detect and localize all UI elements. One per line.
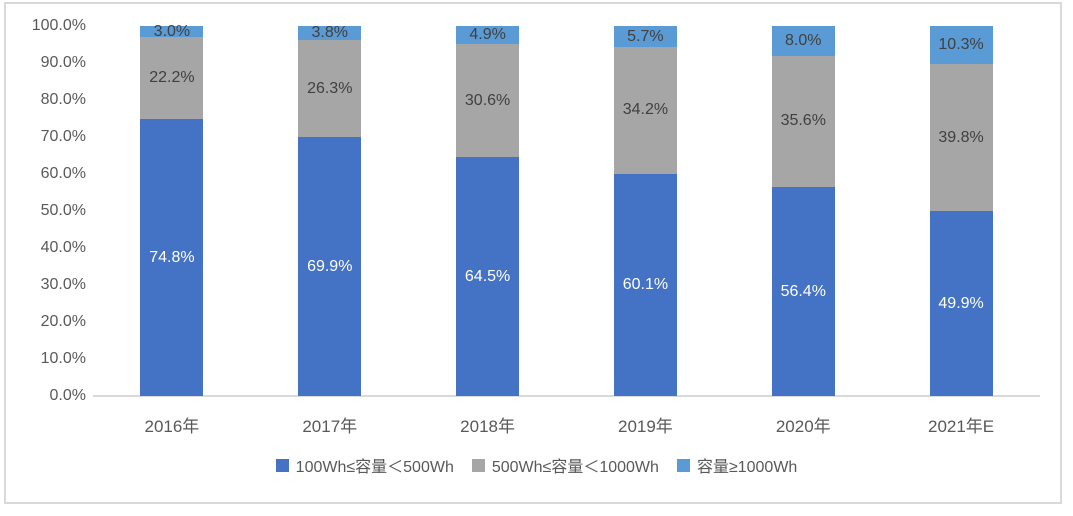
legend-swatch-icon (275, 458, 289, 472)
x-axis-label: 2017年 (302, 417, 358, 436)
bar-value-label: 74.8% (149, 248, 195, 266)
bar-segment (929, 211, 993, 396)
bar-value-label: 22.2% (149, 69, 195, 87)
y-axis-tick-label: 40.0% (40, 239, 86, 256)
legend-label: 100Wh≤容量＜500Wh (295, 459, 454, 476)
bar-segment (771, 187, 835, 396)
legend-item-series-2: 500Wh≤容量＜1000Wh (471, 453, 659, 477)
bar-segment (771, 55, 835, 188)
bar-value-label: 10.3% (938, 36, 984, 54)
y-axis-tick-label: 50.0% (40, 202, 86, 219)
bar-value-label: 4.9% (469, 26, 506, 44)
y-axis-tick-label: 20.0% (40, 313, 86, 330)
bar-value-label: 3.0% (153, 22, 191, 40)
x-axis-label: 2021年E (927, 417, 995, 436)
legend-item-series-3: 容量≥1000Wh (676, 453, 798, 477)
y-axis-tick-label: 80.0% (40, 91, 86, 108)
legend-swatch-icon (676, 458, 690, 472)
legend-label: 容量≥1000Wh (696, 459, 798, 476)
bar-value-label: 39.8% (938, 128, 984, 146)
bar-segment (140, 119, 204, 396)
legend-item-series-1: 100Wh≤容量＜500Wh (275, 453, 454, 477)
y-axis-tick-label: 0.0% (49, 387, 86, 404)
y-axis-tick-label: 100.0% (31, 17, 86, 34)
bar-value-label: 60.1% (622, 275, 669, 293)
x-axis-line (93, 395, 1040, 397)
bar-segment (298, 137, 362, 396)
y-axis-tick-label: 60.0% (40, 165, 86, 182)
x-axis-label: 2020年 (775, 417, 831, 436)
legend: 100Wh≤容量＜500Wh 500Wh≤容量＜1000Wh 容量≥1000Wh (0, 453, 1073, 477)
bar-segment (929, 26, 993, 65)
legend-label: 500Wh≤容量＜1000Wh (491, 459, 659, 476)
y-axis-tick-label: 30.0% (40, 276, 86, 293)
x-axis-label: 2016年 (144, 417, 200, 436)
bar-value-label: 49.9% (938, 294, 984, 312)
bar-value-label: 8.0% (785, 31, 822, 49)
bar-segment (456, 26, 520, 45)
bar-segment (298, 26, 362, 41)
bar-segment (929, 64, 993, 212)
bar-value-label: 35.6% (780, 112, 826, 130)
y-axis-tick-label: 70.0% (40, 128, 86, 145)
bar-value-label: 34.2% (622, 101, 669, 119)
bar-segment (456, 157, 520, 396)
y-axis-tick-label: 90.0% (40, 54, 86, 71)
bar-value-label: 26.3% (307, 79, 353, 97)
bar-segment (456, 44, 520, 158)
bar-segment (613, 47, 677, 174)
x-axis-label: 2019年 (617, 417, 673, 436)
bar-value-label: 64.5% (464, 267, 511, 285)
bar-segment (613, 173, 677, 396)
bar-segment (140, 26, 204, 38)
bar-segment (140, 37, 204, 120)
bar-value-label: 30.6% (464, 91, 511, 109)
bar-segment (613, 26, 677, 48)
bar-value-label: 3.8% (311, 24, 348, 42)
bar-value-label: 69.9% (307, 257, 353, 275)
y-axis-tick-label: 10.0% (40, 350, 86, 367)
bar-value-label: 5.7% (627, 27, 664, 45)
legend-swatch-icon (471, 458, 485, 472)
bar-segment (771, 26, 835, 56)
bar-value-label: 56.4% (780, 282, 826, 300)
x-axis-label: 2018年 (460, 417, 515, 436)
bar-segment (298, 40, 362, 138)
